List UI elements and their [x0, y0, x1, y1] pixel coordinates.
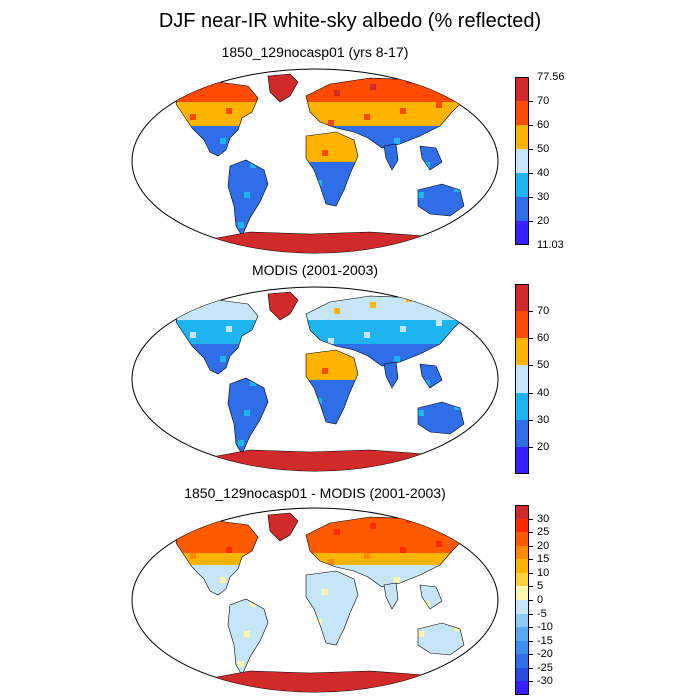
colorbar-label: 30: [537, 191, 549, 203]
colorbar-tick: [529, 125, 533, 126]
colorbar-max-label: 77.56: [537, 71, 565, 83]
colorbar-tick: [529, 101, 533, 102]
colorbar-tick: [529, 365, 533, 367]
panel-2-colorbar: 70 60 50 40 30 20: [515, 284, 549, 474]
colorbar-label: 0: [537, 594, 543, 606]
panel-2-subtitle: MODIS (2001-2003): [130, 262, 500, 278]
colorbar-label: -10: [537, 621, 553, 633]
colorbar-label: 20: [537, 215, 549, 227]
colorbar-label: 40: [537, 387, 549, 399]
colorbar-tick: [529, 545, 533, 547]
colorbar-tick: [529, 532, 533, 534]
colorbar-label: 40: [537, 167, 549, 179]
colorbar-label: 70: [537, 95, 549, 107]
colorbar-frame: [515, 77, 529, 245]
panel-2-south-america: [228, 378, 268, 454]
colorbar-label: -25: [537, 662, 553, 674]
colorbar-tick: [529, 221, 533, 222]
colorbar-label: -20: [537, 648, 553, 660]
colorbar-tick: [529, 627, 533, 629]
colorbar-tick: [529, 559, 533, 561]
panel-2-map: [131, 286, 499, 472]
colorbar-frame: [515, 284, 529, 474]
colorbar-tick: [529, 311, 533, 313]
colorbar-label: -30: [537, 675, 553, 687]
colorbar-label: 60: [537, 119, 549, 131]
colorbar-label: 70: [537, 305, 549, 317]
colorbar-label: 25: [537, 526, 549, 538]
panel-1-subtitle: 1850_129nocasp01 (yrs 8-17): [130, 44, 500, 60]
colorbar-tick: [529, 149, 533, 150]
colorbar-label: 50: [537, 143, 549, 155]
colorbar-label: 20: [537, 540, 549, 552]
colorbar-tick: [529, 173, 533, 174]
colorbar-label: 5: [537, 580, 543, 592]
colorbar-min-label: 11.03: [537, 239, 564, 251]
colorbar-label: 60: [537, 332, 549, 344]
colorbar-label: 50: [537, 359, 549, 371]
colorbar-tick: [529, 392, 533, 394]
colorbar-tick: [529, 197, 533, 198]
colorbar-tick: [529, 681, 533, 683]
colorbar-label: -15: [537, 635, 553, 647]
colorbar-label: 20: [537, 441, 549, 453]
colorbar-tick: [529, 667, 533, 669]
colorbar-label: -5: [537, 608, 547, 620]
panel-1-colorbar: 70 60 50 40 30 20 77.56 11.03: [515, 71, 565, 251]
colorbar-tick: [529, 419, 533, 421]
colorbar-tick: [529, 586, 533, 588]
colorbar-label: 15: [537, 553, 549, 565]
panel-1-map: [131, 68, 499, 254]
colorbar-tick: [529, 640, 533, 642]
colorbar-tick: [529, 572, 533, 574]
colorbar-tick: [529, 518, 533, 520]
panel-3-map: [131, 507, 499, 693]
colorbar-tick: [529, 338, 533, 340]
panel-3-subtitle: 1850_129nocasp01 - MODIS (2001-2003): [130, 485, 500, 501]
colorbar-tick: [529, 654, 533, 656]
figure-title: DJF near-IR white-sky albedo (% reflecte…: [0, 10, 700, 33]
colorbar-tick: [529, 613, 533, 615]
colorbar-tick: [529, 446, 533, 448]
colorbar-tick: [529, 600, 533, 601]
panel-3-colorbar: 30 25 20 15 10 5 0 -5 -10 -15 -20 -25 -30: [515, 505, 553, 695]
colorbar-label: 30: [537, 414, 549, 426]
colorbar-frame: [515, 505, 529, 695]
colorbar-label: 30: [537, 513, 549, 525]
colorbar-label: 10: [537, 567, 549, 579]
